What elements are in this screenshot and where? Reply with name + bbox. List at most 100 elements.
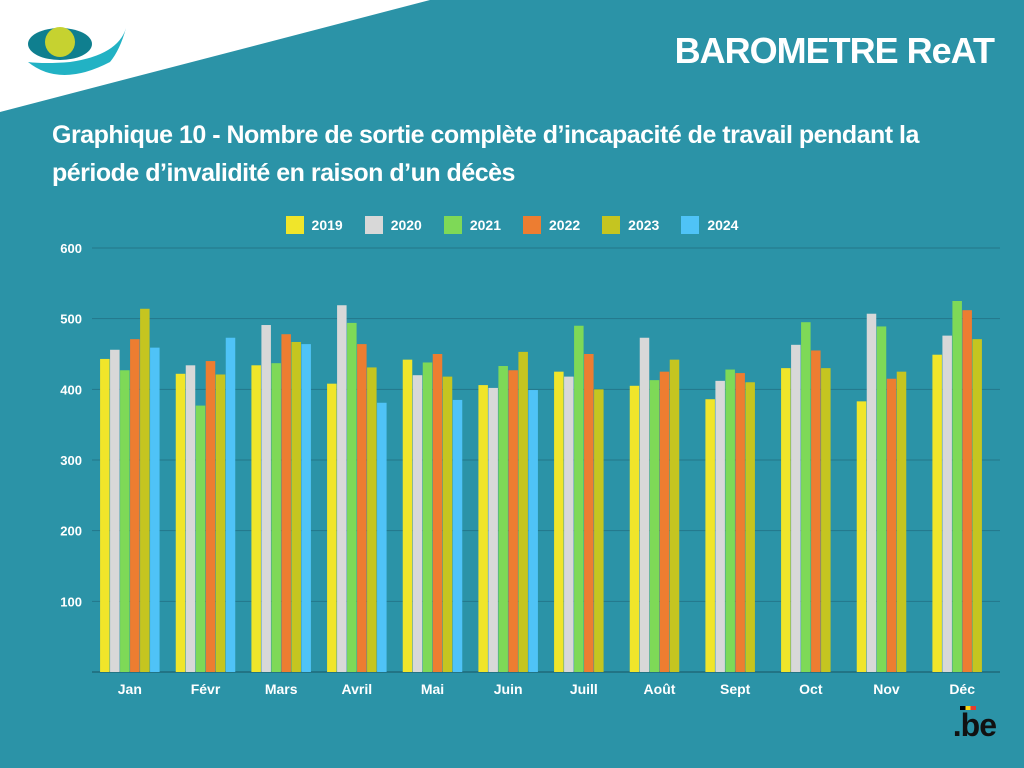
legend-swatch	[681, 216, 700, 234]
bar-2020-Sept	[715, 380, 725, 672]
y-tick-label: 400	[60, 382, 82, 397]
bar-2024-Mai	[452, 399, 463, 672]
legend-item-2021: 2021	[443, 216, 501, 234]
legend-label: 2023	[628, 217, 660, 233]
bar-2021-Juin	[498, 366, 508, 672]
x-tick-label: Août	[644, 681, 676, 697]
legend-swatch	[523, 216, 541, 234]
bar-2019-Déc	[932, 354, 942, 672]
x-tick-label: Oct	[799, 681, 823, 697]
bar-2024-Févr	[225, 337, 236, 672]
bar-2020-Févr	[185, 365, 196, 672]
bar-2022-Jan	[130, 339, 140, 672]
bar-2022-Mars	[281, 334, 291, 672]
legend-item-2022: 2022	[523, 216, 580, 234]
bar-2019-Sept	[705, 399, 715, 672]
chart-legend: 2019 2020 2021 2022 2023 2024	[0, 216, 1024, 234]
bar-2023-Août	[669, 359, 680, 672]
bar-2020-Jan	[110, 349, 120, 672]
bar-2024-Mars	[301, 344, 311, 672]
bar-2021-Févr	[195, 405, 206, 672]
bar-2019-Août	[629, 385, 640, 672]
bar-2022-Août	[659, 371, 670, 672]
bar-2021-Sept	[725, 369, 735, 672]
legend-label: 2024	[707, 217, 739, 233]
legend-label: 2021	[469, 217, 501, 233]
bar-2020-Oct	[791, 344, 801, 672]
bar-2020-Août	[639, 337, 650, 672]
bar-2019-Mai	[402, 359, 413, 672]
bar-2019-Avril	[327, 383, 337, 672]
bar-2021-Mai	[422, 362, 433, 672]
y-tick-label: 500	[60, 312, 82, 327]
bar-2020-Juill	[564, 376, 574, 672]
bar-2020-Déc	[942, 335, 952, 672]
bar-2020-Juin	[488, 387, 498, 672]
bar-2021-Jan	[120, 370, 130, 672]
bar-2022-Juill	[584, 354, 594, 672]
x-tick-label: Sept	[720, 681, 751, 697]
bar-2019-Oct	[781, 368, 791, 672]
bar-2021-Avril	[347, 322, 357, 672]
x-tick-label: Juill	[570, 681, 598, 697]
bar-2023-Sept	[745, 382, 755, 672]
bar-2020-Mai	[412, 375, 423, 672]
bar-2022-Juin	[508, 370, 518, 672]
bar-2023-Oct	[821, 368, 831, 672]
legend-label: 2019	[311, 217, 343, 233]
bar-2024-Juin	[528, 390, 538, 672]
be-flag-icon	[960, 706, 976, 710]
bar-2019-Mars	[251, 365, 261, 672]
bar-2023-Avril	[367, 367, 377, 672]
bar-2021-Oct	[801, 322, 811, 672]
y-tick-label: 100	[60, 594, 82, 609]
bar-2021-Nov	[876, 326, 887, 672]
x-tick-label: Mai	[421, 681, 444, 697]
bar-2023-Févr	[215, 374, 226, 672]
x-tick-label: Jan	[118, 681, 142, 697]
legend-swatch	[443, 216, 462, 234]
bar-2020-Avril	[337, 305, 347, 672]
bar-2023-Juill	[594, 389, 604, 672]
x-tick-label: Févr	[191, 681, 221, 697]
legend-label: 2022	[549, 217, 581, 233]
inami-eye-logo-icon	[28, 27, 126, 75]
y-tick-label: 200	[60, 524, 82, 539]
bar-2020-Mars	[261, 325, 271, 672]
bar-2022-Oct	[811, 350, 821, 672]
bar-2023-Nov	[896, 371, 907, 672]
legend-label: 2020	[390, 217, 422, 233]
x-tick-label: Avril	[342, 681, 373, 697]
bar-2019-Juin	[478, 385, 488, 672]
bar-2022-Déc	[962, 310, 972, 672]
bar-2023-Mars	[291, 341, 301, 672]
x-tick-label: Juin	[494, 681, 523, 697]
x-tick-label: Déc	[949, 681, 975, 697]
x-tick-label: Mars	[265, 681, 298, 697]
bar-2022-Févr	[205, 361, 216, 672]
header-corner-shape	[0, 0, 430, 112]
bar-2021-Juill	[574, 325, 584, 672]
bar-2023-Juin	[518, 351, 528, 672]
brand-title: BAROMETRE ReAT	[674, 30, 995, 71]
bar-2019-Nov	[856, 401, 867, 672]
legend-item-2023: 2023	[602, 216, 659, 234]
y-tick-label: 600	[60, 241, 82, 256]
bar-2019-Jan	[100, 358, 110, 672]
x-tick-label: Nov	[873, 681, 900, 697]
bar-2019-Juill	[554, 371, 564, 672]
legend-item-2019: 2019	[285, 216, 343, 234]
bar-2023-Déc	[972, 339, 982, 672]
bar-2019-Févr	[175, 373, 186, 672]
legend-item-2024: 2024	[681, 216, 738, 234]
bar-2022-Sept	[735, 373, 745, 672]
bar-2020-Nov	[866, 313, 877, 672]
bar-2022-Nov	[886, 378, 897, 672]
bar-2024-Jan	[150, 347, 160, 672]
bar-2024-Avril	[377, 402, 387, 672]
be-logo: .be	[952, 707, 997, 743]
bar-2022-Avril	[357, 344, 367, 672]
legend-swatch	[602, 216, 621, 234]
y-tick-label: 300	[60, 453, 82, 468]
